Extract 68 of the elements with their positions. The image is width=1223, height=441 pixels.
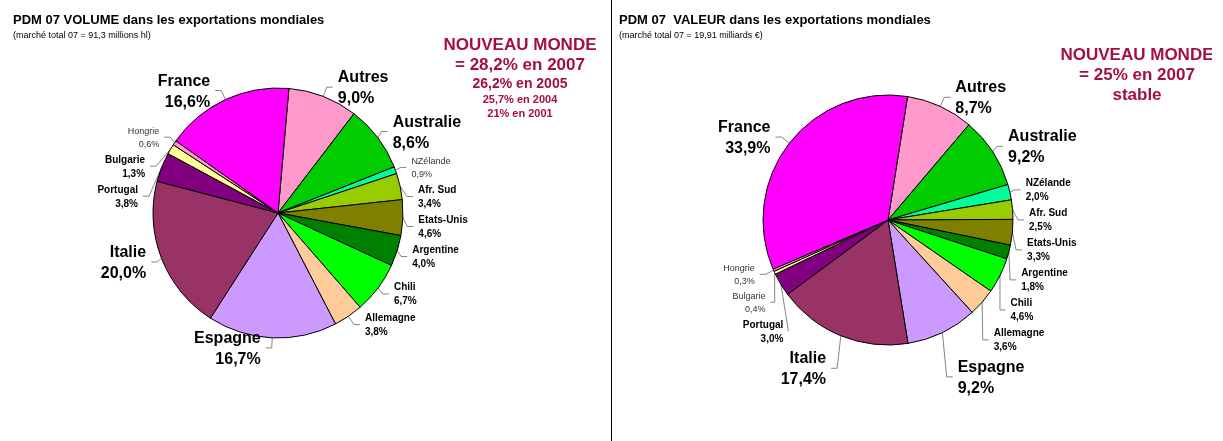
text: 21% en 2001 xyxy=(487,106,553,119)
slice-label: Espagne xyxy=(194,328,261,346)
slice-label: Afr. Sud xyxy=(418,184,457,196)
slice-label: Argentine xyxy=(1021,267,1069,279)
text: = 28,2% en 2007 xyxy=(455,55,585,74)
data-label: 3,8% xyxy=(115,197,139,209)
slice-label: Autres xyxy=(337,68,389,86)
data-label: 9,2% xyxy=(957,378,995,396)
data-label: 3,8% xyxy=(364,326,388,338)
slice-label: Italie xyxy=(109,242,147,260)
data-label: 3,6% xyxy=(993,341,1017,353)
slice-label: Australie xyxy=(1008,127,1077,145)
data-label: 3,0% xyxy=(760,332,784,344)
chart-title: PDM 07 VALEUR dans les exportations mondiales xyxy=(619,12,931,27)
slice-label: Hongrie xyxy=(723,262,755,273)
slice-label: Etats-Unis xyxy=(418,214,469,226)
text: NOUVEAU MONDE xyxy=(443,35,597,54)
slice-label: France xyxy=(718,118,771,136)
data-label: 8,6% xyxy=(392,133,430,151)
data-label: 4,6% xyxy=(1010,311,1034,323)
data-label: 4,0% xyxy=(412,258,436,270)
data-label: 17,4% xyxy=(780,370,827,388)
slice-label: Chili xyxy=(393,281,416,293)
slice-label: Australie xyxy=(392,112,462,130)
data-label: 4,6% xyxy=(418,228,442,240)
data-label: 2,5% xyxy=(1029,221,1052,233)
slice-label: Autres xyxy=(955,78,1007,96)
data-label: 16,7% xyxy=(215,349,261,367)
slice-label: NZélande xyxy=(411,156,451,167)
slice-label: France xyxy=(157,71,211,89)
slice-label: Hongrie xyxy=(127,125,160,136)
data-label: 2,0% xyxy=(1025,191,1049,203)
data-label: 8,7% xyxy=(955,99,992,117)
data-label: 9,2% xyxy=(1008,148,1045,166)
data-label: 33,9% xyxy=(725,139,771,157)
slice-label: Chili xyxy=(1010,297,1033,309)
data-label: 20,0% xyxy=(100,263,147,281)
slice-label: Etats-Unis xyxy=(1027,237,1077,249)
chart-title: PDM 07 VOLUME dans les exportations mondiales xyxy=(13,12,325,27)
slice-label: Argentine xyxy=(412,244,460,256)
data-label: 3,3% xyxy=(1027,251,1050,263)
data-label: 9,0% xyxy=(337,89,375,107)
slice-label: Portugal xyxy=(742,318,784,330)
data-label: 0,3% xyxy=(734,275,755,286)
slice-label: Allemagne xyxy=(993,327,1045,339)
slice-label: NZélande xyxy=(1025,177,1072,189)
data-label: 16,6% xyxy=(164,92,211,110)
data-label: 0,4% xyxy=(744,303,766,314)
chart-subtitle: (marché total 07 = 91,3 millions hl) xyxy=(13,29,151,40)
data-label: 0,6% xyxy=(138,138,160,149)
slice-label: Espagne xyxy=(957,357,1025,375)
text: NOUVEAU MONDE xyxy=(1060,45,1214,64)
data-label: 0,9% xyxy=(411,169,432,180)
slice-label: Italie xyxy=(789,349,827,367)
text: = 25% en 2007 xyxy=(1079,65,1195,84)
data-label: 6,7% xyxy=(393,295,417,307)
data-label: 3,4% xyxy=(418,198,441,210)
slice-label: Allemagne xyxy=(364,312,416,324)
text: 25,7% en 2004 xyxy=(482,92,559,105)
data-label: 1,8% xyxy=(1021,281,1045,293)
text: 26,2% en 2005 xyxy=(472,75,568,91)
slice-label: Afr. Sud xyxy=(1029,207,1068,219)
chart-subtitle: (marché total 07 = 19,91 milliards €) xyxy=(619,29,763,40)
slice-label: Portugal xyxy=(97,183,139,195)
slice-label: Bulgarie xyxy=(105,153,146,165)
text: stable xyxy=(1112,85,1162,104)
data-label: 1,3% xyxy=(122,167,146,179)
slice-label: Bulgarie xyxy=(732,290,766,301)
